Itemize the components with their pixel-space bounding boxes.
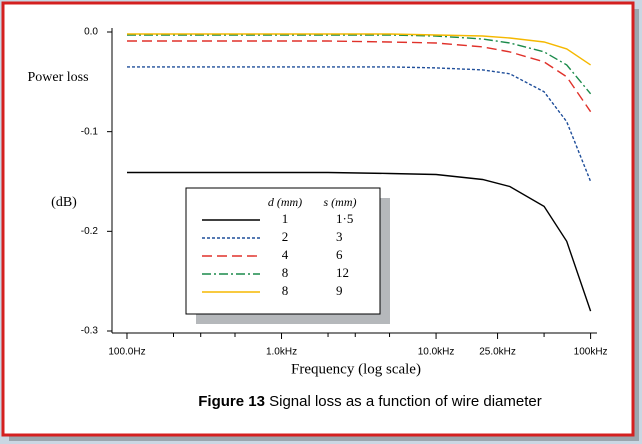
y-tick-label: -0.3 bbox=[81, 326, 99, 337]
legend-s: 6 bbox=[336, 247, 343, 262]
legend-d: 2 bbox=[282, 229, 289, 244]
plot: 0.0 -0.1 -0.2 -0.3 100.0Hz 1.0kHz 10.0kHz 25.0k… bbox=[81, 27, 608, 358]
series-line bbox=[127, 33, 591, 66]
legend bbox=[185, 187, 381, 315]
y-label: (dB) bbox=[51, 195, 77, 210]
x-tick-label: 25.0kHz bbox=[479, 347, 516, 358]
legend-s: 3 bbox=[336, 229, 343, 244]
legend-d: 1 bbox=[282, 211, 289, 226]
legend-s: 12 bbox=[336, 265, 349, 280]
x-tick-label: 100.0Hz bbox=[108, 347, 145, 358]
y-label: Power loss bbox=[27, 70, 88, 85]
y-tick-label: -0.2 bbox=[81, 226, 99, 237]
caption: Figure 13 Signal loss as a function of w… bbox=[198, 393, 542, 410]
caption-label: Figure 13 bbox=[198, 393, 265, 410]
legend-s: 1·5 bbox=[336, 211, 353, 226]
legend-header: s (mm) bbox=[324, 195, 357, 209]
x-tick-label: 1.0kHz bbox=[266, 347, 297, 358]
series-line bbox=[127, 171, 592, 312]
series-line bbox=[127, 34, 592, 95]
x-tick-label: 10.0kHz bbox=[418, 347, 455, 358]
legend-d: 4 bbox=[282, 247, 289, 262]
legend-d: 8 bbox=[282, 265, 289, 280]
legend-s: 9 bbox=[336, 283, 343, 298]
caption-text: Signal loss as a function of wire diamet… bbox=[269, 393, 542, 410]
x-tick-label: 100kHz bbox=[574, 347, 608, 358]
legend-d: 8 bbox=[282, 283, 289, 298]
x-label: Frequency (log scale) bbox=[291, 361, 421, 377]
legend-items: d (mm) s (mm) 1 1·5 2 3 4 6 8 12 8 9 bbox=[202, 195, 357, 298]
y-tick-label: -0.1 bbox=[81, 126, 99, 137]
legend-header: d (mm) bbox=[268, 195, 302, 209]
y-tick-label: 0.0 bbox=[84, 27, 98, 38]
series-line bbox=[127, 66, 592, 182]
series-line bbox=[127, 40, 592, 113]
